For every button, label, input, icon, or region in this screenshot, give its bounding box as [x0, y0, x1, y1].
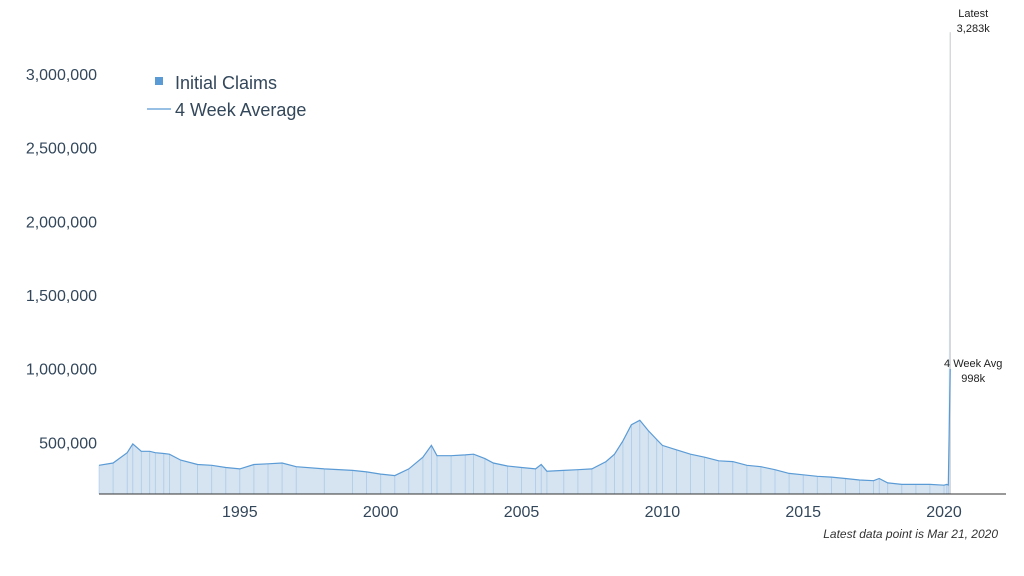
y-tick-label: 2,500,000 — [26, 141, 97, 158]
x-tick-label: 2000 — [363, 504, 399, 521]
legend-initial-claims-label[interactable]: Initial Claims — [175, 73, 277, 93]
x-tick-label: 1995 — [222, 504, 258, 521]
y-axis-ticks: 500,000 1,000,000 1,500,000 2,000,000 2,500,… — [26, 67, 97, 452]
y-tick-label: 1,500,000 — [26, 288, 97, 305]
four-week-average-line — [98, 368, 951, 486]
x-tick-label: 2010 — [645, 504, 681, 521]
y-tick-label: 500,000 — [39, 435, 97, 452]
y-tick-label: 2,000,000 — [26, 214, 97, 231]
legend-four-week-average-label[interactable]: 4 Week Average — [175, 100, 306, 120]
legend[interactable]: Initial Claims 4 Week Average — [147, 73, 306, 120]
x-tick-label: 2005 — [504, 504, 540, 521]
x-tick-label: 2020 — [926, 504, 962, 521]
annotation-avg-text: 998k — [961, 373, 985, 385]
y-tick-label: 3,000,000 — [26, 67, 97, 84]
annotations: Latest 3,283k 4 Week Avg 998k — [944, 8, 1002, 385]
annotation-avg-text: 4 Week Avg — [944, 358, 1002, 370]
y-tick-label: 1,000,000 — [26, 362, 97, 379]
four-week-average-path — [98, 368, 951, 486]
x-axis-ticks: 1995 2000 2005 2010 2015 2020 — [222, 504, 962, 521]
legend-initial-claims-swatch — [155, 77, 163, 85]
annotation-latest-text: 3,283k — [957, 23, 991, 35]
x-tick-label: 2015 — [785, 504, 821, 521]
annotation-latest-text: Latest — [958, 8, 988, 20]
latest-data-footnote: Latest data point is Mar 21, 2020 — [823, 527, 998, 541]
